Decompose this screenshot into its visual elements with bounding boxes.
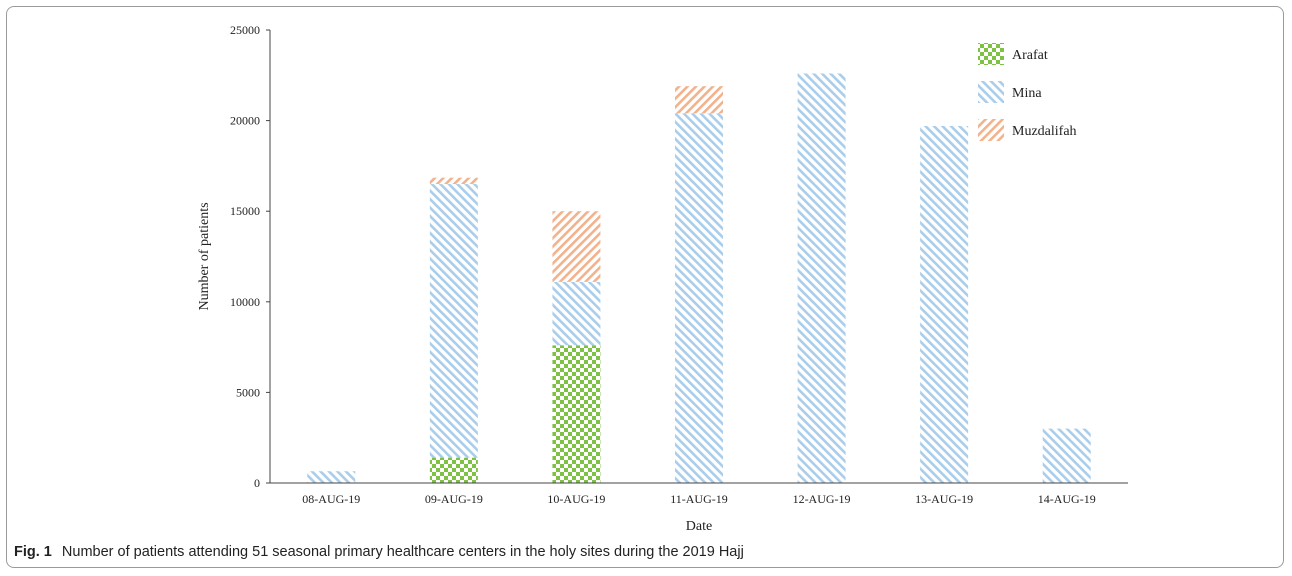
bar-mina-09-aug-19 [429, 184, 478, 458]
y-axis-title: Number of patients [197, 202, 212, 310]
bar-mina-13-aug-19 [920, 126, 969, 483]
x-tick-label: 09-AUG-19 [425, 492, 483, 506]
bar-arafat-10-aug-19 [552, 345, 601, 483]
x-axis-title: Date [686, 519, 712, 534]
x-tick-label: 08-AUG-19 [302, 492, 360, 506]
bar-muzdalifah-11-aug-19 [675, 86, 723, 114]
legend-swatch-muzdalifah [978, 119, 1004, 141]
x-tick-label: 12-AUG-19 [793, 492, 851, 506]
legend-label-arafat: Arafat [1012, 48, 1048, 63]
y-tick-label: 15000 [230, 204, 260, 218]
bar-muzdalifah-10-aug-19 [552, 211, 601, 282]
legend-swatch-mina [978, 81, 1004, 103]
x-tick-label: 11-AUG-19 [670, 492, 728, 506]
legend: Arafat Mina Muzdalifah [978, 43, 1077, 141]
caption-text: Number of patients attending 51 seasonal… [61, 544, 744, 560]
bars-layer [307, 73, 1091, 484]
legend-label-muzdalifah: Muzdalifah [1012, 124, 1077, 139]
y-tick-label: 0 [254, 476, 260, 490]
y-tick-label: 5000 [236, 385, 260, 399]
bar-mina-12-aug-19 [797, 73, 846, 483]
bar-mina-08-aug-19 [307, 471, 356, 483]
bar-mina-10-aug-19 [552, 281, 601, 346]
axes-layer: 0 5000 10000 15000 20000 25000 08-AUG-19 09-AUG… [230, 23, 1128, 506]
x-tick-label: 13-AUG-19 [915, 492, 973, 506]
bar-mina-11-aug-19 [675, 113, 723, 484]
figure-label: Fig. 1 [14, 544, 52, 560]
figure-frame [6, 6, 1284, 568]
bar-muzdalifah-09-aug-19 [429, 177, 478, 185]
y-tick-label: 10000 [230, 295, 260, 309]
legend-label-mina: Mina [1012, 86, 1042, 101]
stacked-bar-chart: 0 5000 10000 15000 20000 25000 08-AUG-19 09-AUG… [197, 23, 1128, 534]
y-tick-label: 20000 [230, 114, 260, 128]
x-tick-label: 10-AUG-19 [547, 492, 605, 506]
figure-caption: Fig. 1 Number of patients attending 51 s… [14, 544, 744, 560]
bar-arafat-09-aug-19 [429, 457, 478, 483]
bar-mina-14-aug-19 [1042, 428, 1091, 483]
x-tick-label: 14-AUG-19 [1038, 492, 1096, 506]
y-tick-label: 25000 [230, 23, 260, 37]
legend-swatch-arafat [978, 43, 1004, 65]
